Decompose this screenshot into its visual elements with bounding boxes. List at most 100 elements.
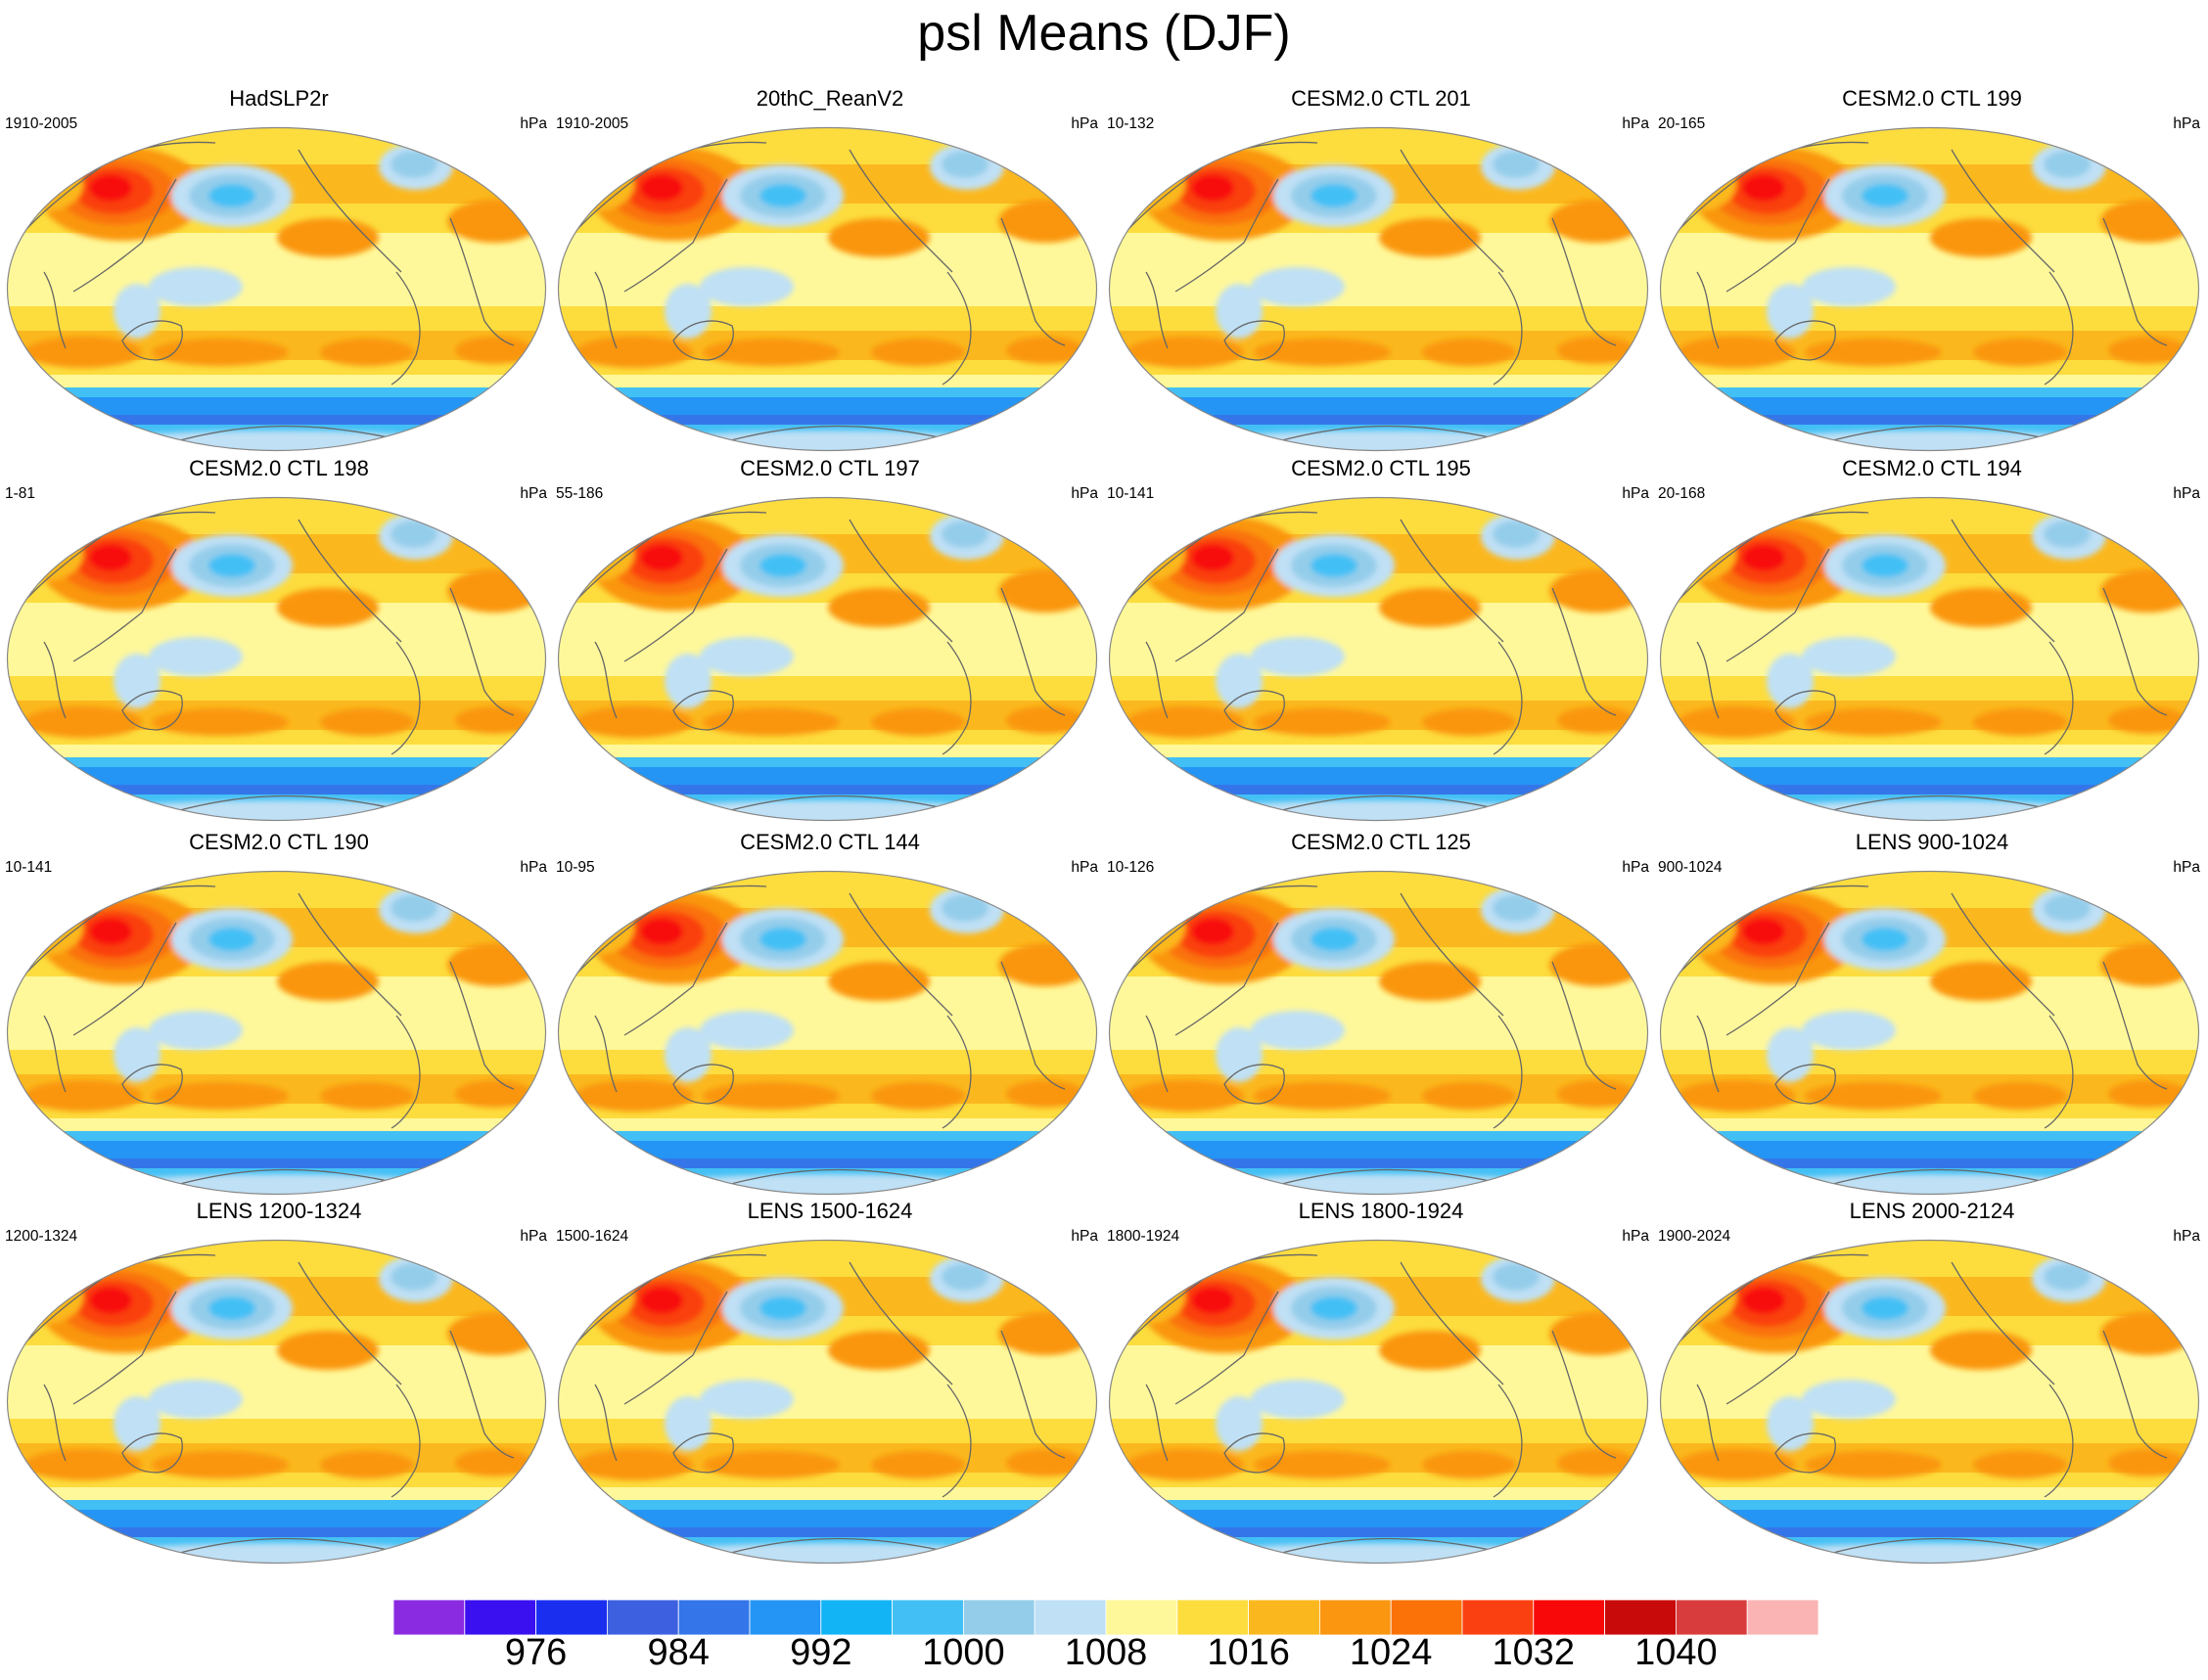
colorbar-swatch — [393, 1600, 466, 1635]
panel-title: LENS 2000-2124 — [1849, 1199, 2015, 1223]
pressure-contour — [1251, 267, 1345, 306]
contour-band — [1109, 127, 1648, 164]
continent-outline — [2102, 587, 2168, 716]
continent-outline — [623, 178, 728, 293]
continent-outline — [72, 922, 177, 1036]
continent-outline — [1000, 1330, 1066, 1459]
continent-outline — [623, 1291, 728, 1405]
coastlines — [1667, 885, 2168, 1193]
map-panel-container: LENS 1500-1624 1500-1624 hPa — [556, 1199, 1104, 1566]
pressure-contour — [2108, 1080, 2186, 1108]
pressure-contour — [1422, 1082, 1516, 1110]
pressure-contour — [391, 1263, 437, 1291]
pressure-contour — [828, 962, 930, 1001]
pressure-contour — [149, 267, 243, 306]
colorbar-swatch — [820, 1600, 893, 1635]
continent-outline — [1000, 217, 1066, 346]
pressure-contour — [1379, 962, 1481, 1001]
contour-band — [1660, 1158, 2199, 1168]
panel-title: 20thC_ReanV2 — [756, 86, 904, 111]
pressure-contour — [1006, 706, 1084, 734]
continent-outline — [391, 271, 421, 386]
continent-outline — [1174, 548, 1279, 662]
colorbar-swatch — [1604, 1600, 1677, 1635]
panel-units: hPa — [1071, 1228, 1098, 1245]
contour-band — [1660, 757, 2199, 767]
map-panel-container: HadSLP2r 1910-2005 hPa — [5, 86, 553, 453]
pressure-contour — [2108, 706, 2186, 734]
map-outline — [1659, 1239, 2200, 1565]
pressure-contour — [1557, 337, 1635, 364]
continent-outline — [1774, 1064, 1836, 1105]
continent-outline — [449, 217, 515, 346]
pressure-contour — [1549, 200, 1643, 243]
contour-band — [1109, 676, 1648, 701]
pressure-contour — [1678, 1449, 1795, 1480]
pressure-contour — [1805, 339, 1942, 366]
continent-outline — [14, 885, 216, 987]
map-panel-container: CESM2.0 CTL 197 55-186 hPa — [556, 456, 1104, 823]
pressure-contour — [1254, 1451, 1391, 1478]
pressure-contour — [89, 1287, 132, 1314]
continent-outline — [2102, 961, 2168, 1090]
pressure-contour — [1251, 1380, 1345, 1419]
continent-outline — [449, 587, 515, 716]
pressure-contour — [24, 706, 142, 738]
pressure-contour — [1493, 151, 1540, 178]
pressure-contour — [1193, 431, 1565, 451]
pressure-contour — [640, 918, 683, 945]
pressure-contour — [703, 1082, 840, 1110]
pressure-contour — [2108, 1449, 2186, 1476]
continent-outline — [1145, 641, 1169, 719]
pressure-contour — [208, 928, 255, 951]
pressure-contour — [1493, 894, 1540, 922]
contour-band — [1109, 1419, 1648, 1443]
colorbar-swatch — [1034, 1600, 1107, 1635]
contour-band — [7, 1510, 546, 1527]
panel-title: CESM2.0 CTL 195 — [1291, 456, 1471, 480]
pressure-contour — [1127, 1080, 1244, 1112]
contour-band — [1660, 745, 2199, 757]
continent-outline — [1774, 320, 1836, 361]
map-panel — [1108, 496, 1649, 822]
continent-outline — [623, 922, 728, 1036]
pressure-contour — [642, 431, 1014, 451]
pressure-contour — [1493, 521, 1540, 548]
contour-band — [1660, 306, 2199, 331]
pressure-contour — [1193, 800, 1565, 821]
contour-band — [558, 1131, 1097, 1141]
continent-outline — [1400, 519, 1504, 643]
continent-outline — [565, 511, 767, 613]
pressure-contour — [998, 943, 1092, 986]
map-outline — [557, 1239, 1098, 1565]
contour-band — [1109, 1527, 1648, 1537]
map-outline — [557, 496, 1098, 822]
map-panel — [557, 870, 1098, 1196]
continent-outline — [1774, 1432, 1836, 1474]
pressure-contour — [1549, 1312, 1643, 1355]
contour-band — [1109, 745, 1648, 757]
continent-outline — [2102, 1330, 2168, 1459]
colorbar-swatch — [1105, 1600, 1178, 1635]
pressure-contour — [575, 337, 693, 368]
continent-outline — [1696, 1015, 1720, 1093]
contour-band — [558, 676, 1097, 701]
continent-outline — [1725, 922, 1830, 1036]
contour-band — [558, 415, 1097, 425]
panel-title: CESM2.0 CTL 144 — [740, 830, 920, 854]
panel-period: 1200-1324 — [5, 1228, 78, 1245]
pressure-contour — [277, 218, 379, 257]
coastlines — [1667, 1253, 2168, 1562]
contour-band — [1109, 1131, 1648, 1141]
panel-units: hPa — [1071, 115, 1098, 132]
pressure-contour — [700, 637, 794, 676]
pressure-contour — [277, 1331, 379, 1370]
pressure-contour — [1193, 1543, 1565, 1564]
pressure-contour — [1557, 1449, 1635, 1476]
panel-units: hPa — [2173, 115, 2200, 132]
pressure-contour — [1678, 1080, 1795, 1112]
map-canvas — [556, 495, 1099, 828]
map-outline — [557, 870, 1098, 1196]
pressure-contour — [575, 1080, 693, 1112]
contour-band — [558, 1240, 1097, 1277]
